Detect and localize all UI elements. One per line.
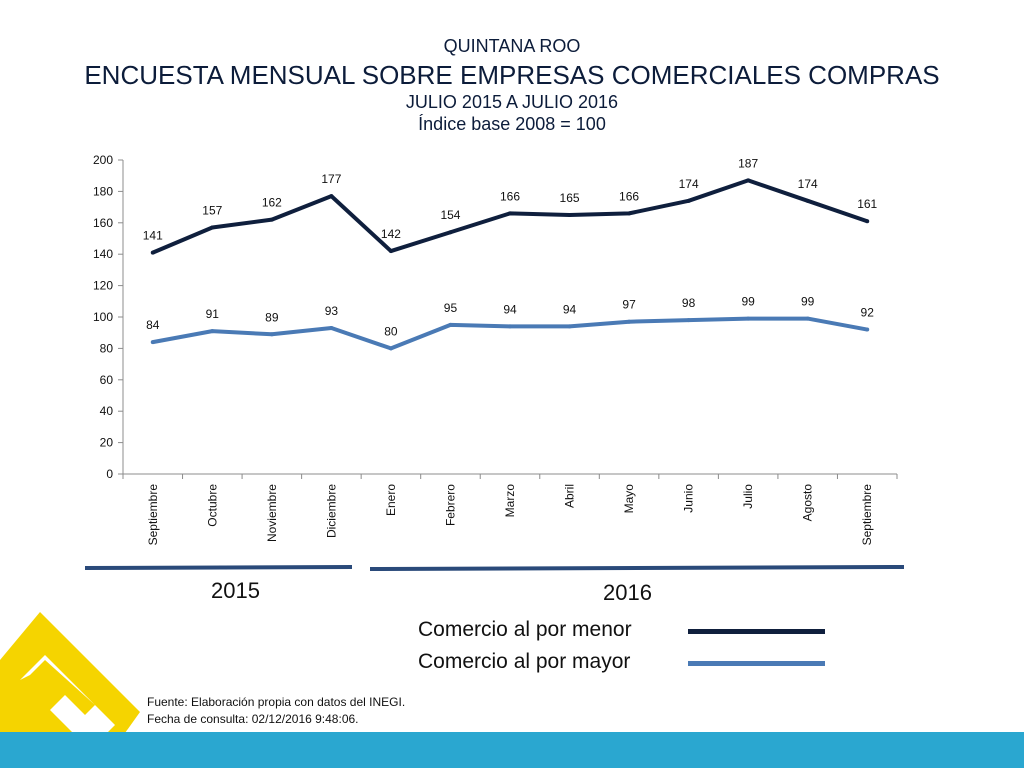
data-point	[686, 318, 691, 323]
x-tick-label: Octubre	[205, 484, 219, 527]
y-tick-label: 160	[93, 216, 113, 230]
year-label-2016: 2016	[603, 580, 652, 605]
x-tick-label: Agosto	[801, 484, 815, 522]
y-tick-label: 40	[100, 404, 114, 418]
data-point	[448, 322, 453, 327]
x-tick-label: Noviembre	[265, 484, 279, 542]
source-note: Fuente: Elaboración propia con datos del…	[147, 695, 406, 709]
data-point	[508, 324, 512, 329]
y-tick-label: 60	[100, 373, 114, 387]
logo-icon	[0, 612, 140, 768]
consult-date: Fecha de consulta: 02/12/2016 9:48:06.	[147, 712, 359, 726]
data-point	[388, 249, 393, 254]
x-tick-label: Abril	[563, 484, 577, 508]
legend-label-menor: Comercio al por menor	[418, 618, 632, 641]
data-point	[329, 325, 334, 330]
data-point	[269, 217, 274, 222]
data-point	[686, 198, 691, 203]
data-point	[508, 211, 512, 216]
y-tick-label: 0	[106, 467, 113, 481]
x-tick-label: Junio	[682, 484, 696, 513]
data-point	[210, 329, 215, 334]
data-point	[865, 219, 870, 224]
x-tick-label: Marzo	[503, 484, 517, 518]
x-tick-label: Febrero	[443, 484, 457, 526]
y-tick-label: 100	[93, 310, 113, 324]
chart-region: QUINTANA ROO	[443, 36, 581, 56]
data-point	[329, 194, 334, 199]
x-tick-label: Diciembre	[324, 484, 338, 538]
data-label: 174	[798, 177, 818, 191]
data-label: 93	[325, 304, 339, 318]
legend-swatch-menor	[688, 629, 825, 634]
data-label: 166	[500, 189, 520, 203]
data-point	[746, 316, 751, 321]
data-label: 177	[321, 172, 341, 186]
x-tick-label: Julio	[741, 484, 755, 509]
data-point	[388, 346, 393, 351]
legend-swatch-mayor	[688, 661, 825, 666]
data-label: 157	[202, 204, 222, 218]
chart-date-range: JULIO 2015 A JULIO 2016	[405, 92, 619, 112]
data-point	[805, 316, 810, 321]
data-point	[150, 340, 155, 345]
data-label: 99	[741, 295, 755, 309]
x-tick-label: Mayo	[622, 484, 636, 514]
data-label: 166	[619, 189, 639, 203]
legend-label-mayor: Comercio al por mayor	[418, 650, 631, 673]
data-label: 95	[444, 301, 458, 315]
data-label: 97	[622, 298, 636, 312]
x-tick-label: Septiembre	[860, 484, 874, 546]
data-point	[746, 178, 751, 183]
data-label: 142	[381, 227, 401, 241]
data-point	[567, 324, 572, 329]
year-2016-bar	[369, 565, 905, 571]
y-tick-label: 120	[93, 279, 113, 293]
data-label: 94	[503, 302, 517, 316]
data-label: 92	[861, 306, 875, 320]
data-label: 99	[801, 295, 815, 309]
data-label: 165	[560, 191, 580, 205]
data-point	[150, 250, 155, 255]
series-line-mayor	[152, 316, 868, 351]
chart-title: ENCUESTA MENSUAL SOBRE EMPRESAS COMERCIA…	[84, 60, 940, 90]
data-label: 141	[143, 229, 163, 243]
data-label: 187	[738, 156, 758, 170]
data-label: 91	[206, 307, 220, 321]
data-label: 94	[563, 302, 577, 316]
chart-base-index: Índice base 2008 = 100	[418, 114, 606, 134]
data-point	[567, 212, 572, 217]
data-label: 80	[384, 324, 398, 338]
data-point	[210, 225, 215, 230]
y-tick-label: 200	[93, 153, 113, 167]
data-point	[627, 211, 632, 216]
data-label: 161	[857, 197, 877, 211]
data-point	[805, 198, 810, 203]
y-tick-label: 140	[93, 247, 113, 261]
data-label: 162	[262, 196, 282, 210]
footer-band	[0, 732, 1024, 768]
data-point	[865, 327, 870, 332]
data-label: 174	[679, 177, 699, 191]
data-label: 154	[440, 208, 460, 222]
data-label: 84	[146, 318, 160, 332]
data-label: 89	[265, 310, 279, 324]
data-point	[448, 230, 453, 235]
data-label: 98	[682, 296, 696, 310]
y-tick-label: 180	[93, 184, 113, 198]
y-tick-label: 80	[100, 341, 114, 355]
year-label-2015: 2015	[211, 578, 260, 603]
y-tick-label: 20	[100, 436, 114, 450]
x-tick-label: Enero	[384, 484, 398, 516]
data-point	[269, 332, 274, 337]
x-tick-label: Septiembre	[146, 484, 160, 546]
data-point	[627, 319, 632, 324]
year-2015-bar	[84, 565, 353, 570]
